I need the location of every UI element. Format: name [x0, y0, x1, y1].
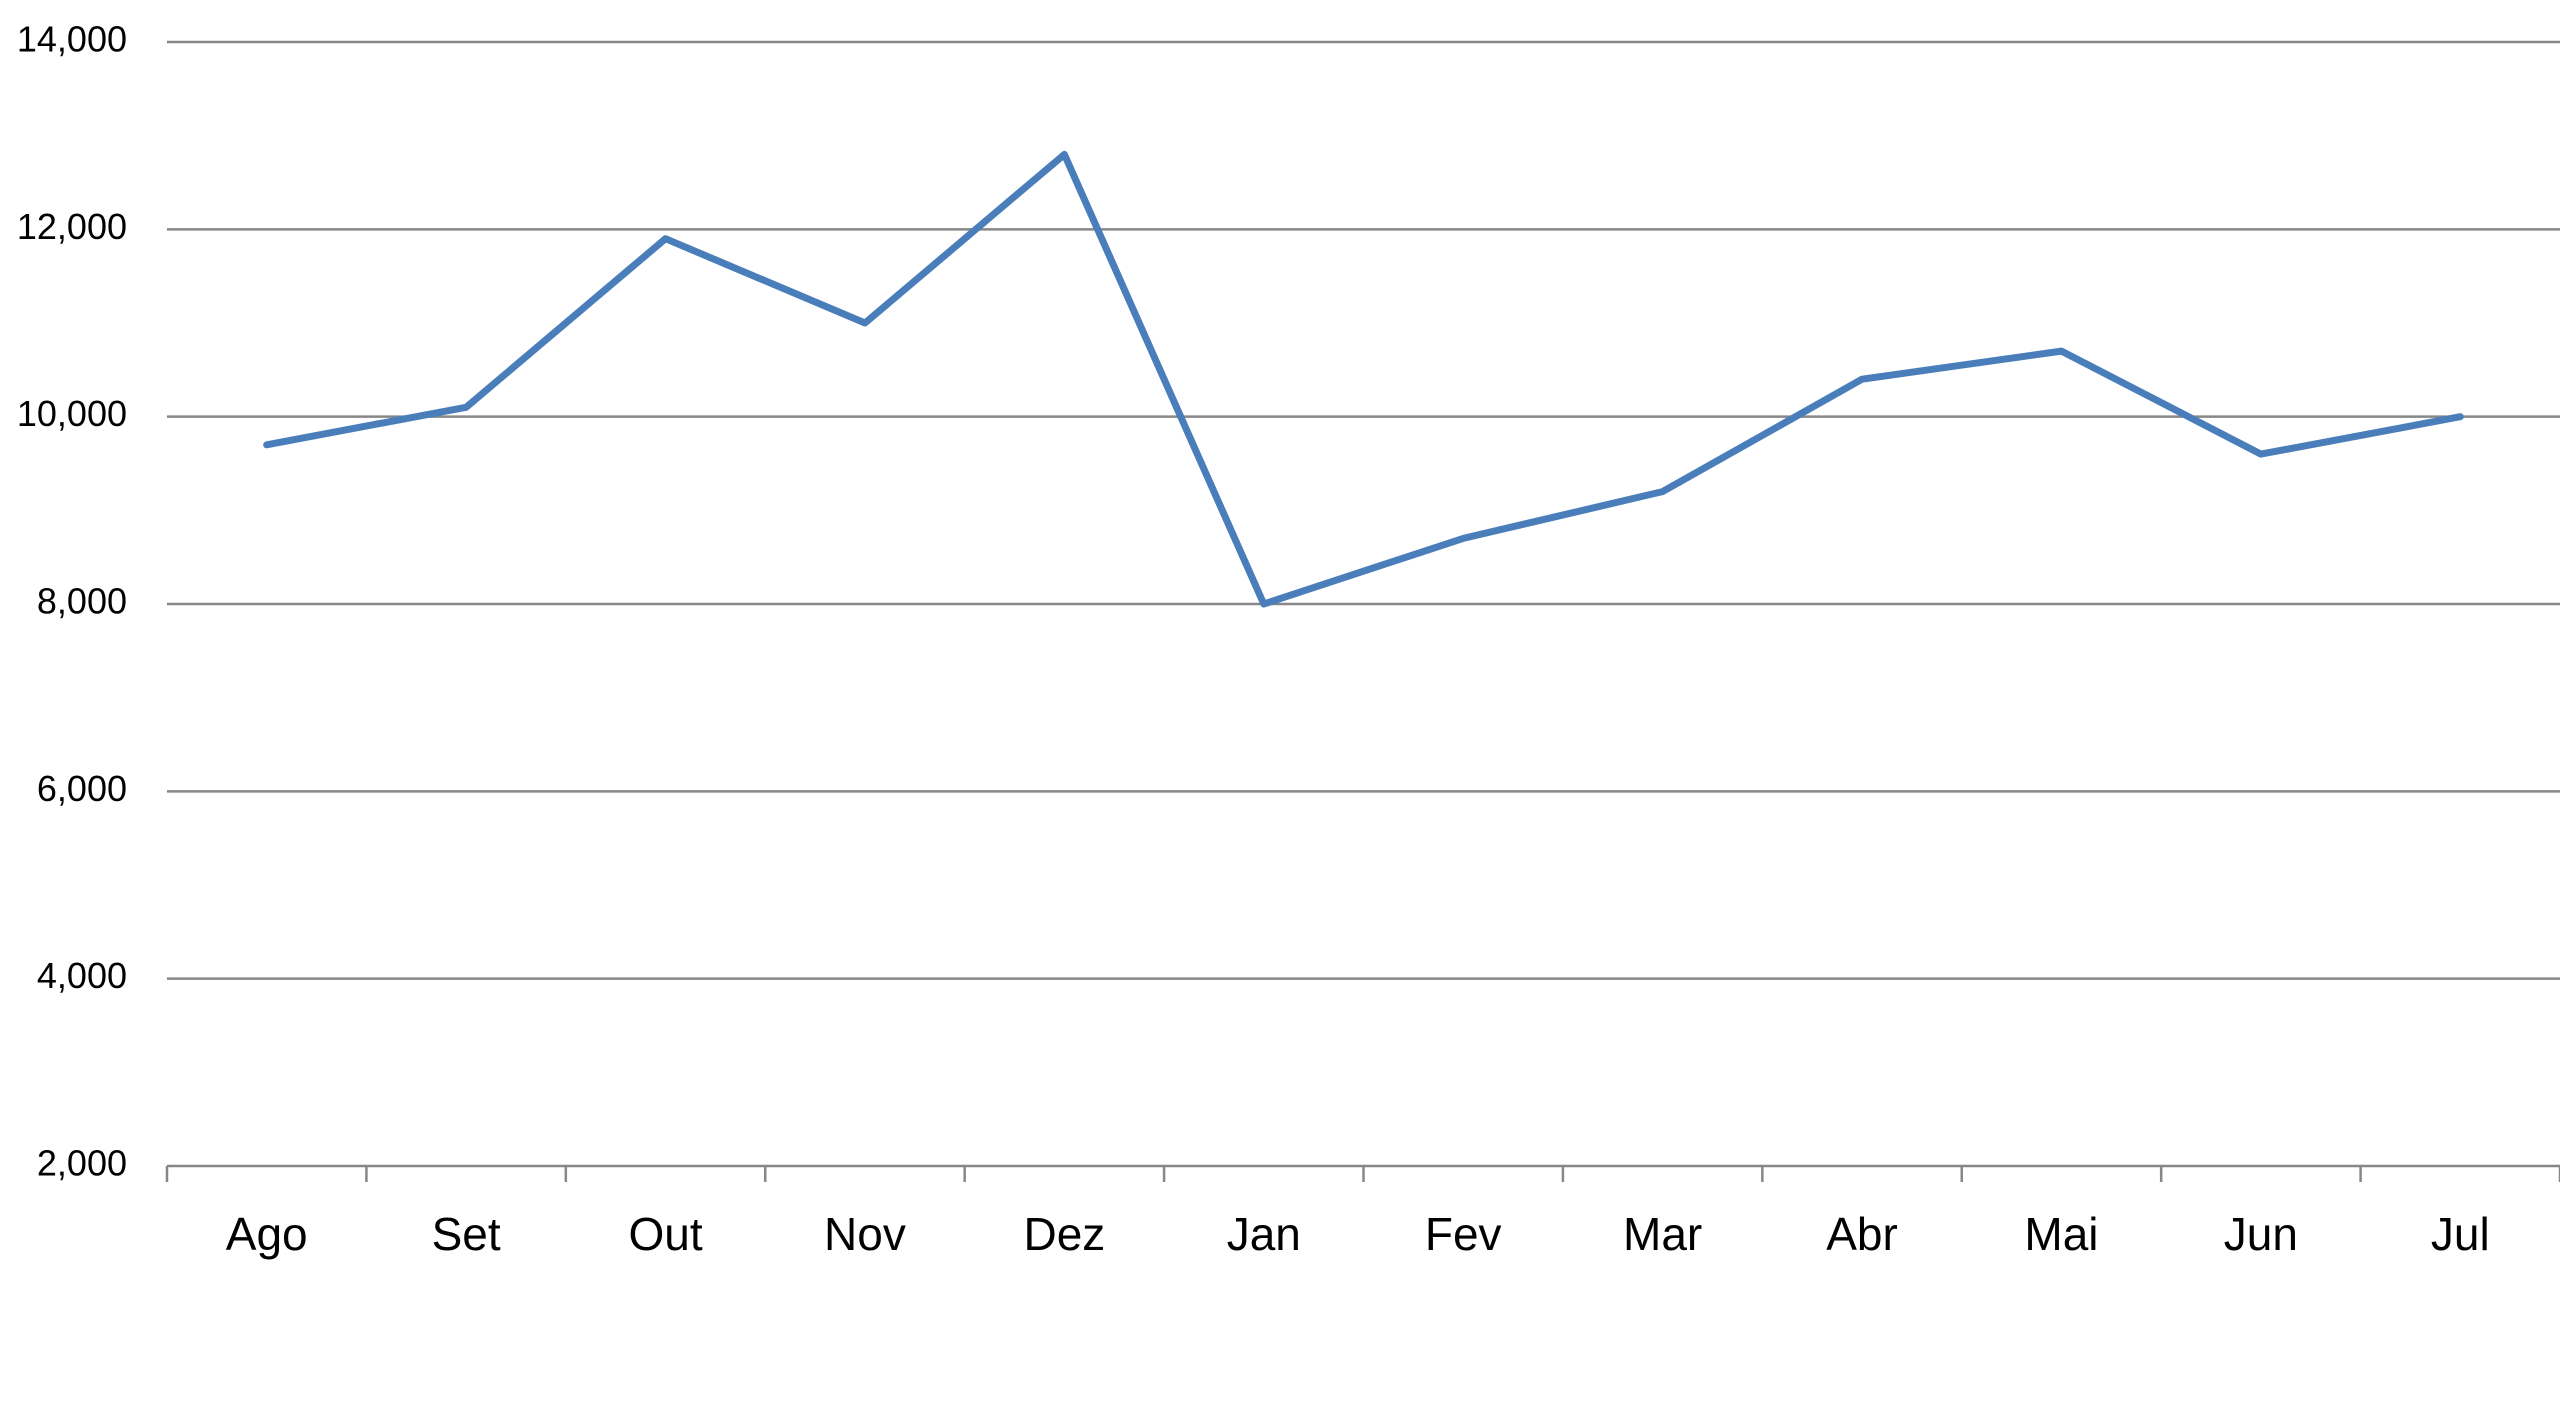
x-tick-label: Out	[628, 1208, 702, 1260]
x-tick-label: Fev	[1425, 1208, 1502, 1260]
y-tick-label: 2,000	[37, 1143, 127, 1184]
x-tick-label: Jun	[2224, 1208, 2298, 1260]
x-tick-label: Ago	[226, 1208, 308, 1260]
data-line	[263, 150, 2464, 608]
x-tick-label: Abr	[1826, 1208, 1898, 1260]
x-tick-label: Dez	[1023, 1208, 1105, 1260]
y-tick-label: 14,000	[17, 19, 127, 60]
y-tick-label: 10,000	[17, 393, 127, 434]
y-tick-label: 4,000	[37, 955, 127, 996]
x-tick-label: Nov	[824, 1208, 906, 1260]
x-tick-label: Mar	[1623, 1208, 1702, 1260]
x-tick-label: Mai	[2024, 1208, 2098, 1260]
y-tick-label: 8,000	[37, 581, 127, 622]
x-tick-label: Jul	[2431, 1208, 2490, 1260]
x-tick-label: Set	[432, 1208, 501, 1260]
y-tick-label: 12,000	[17, 206, 127, 247]
x-tick-label: Jan	[1227, 1208, 1301, 1260]
y-tick-label: 6,000	[37, 768, 127, 809]
